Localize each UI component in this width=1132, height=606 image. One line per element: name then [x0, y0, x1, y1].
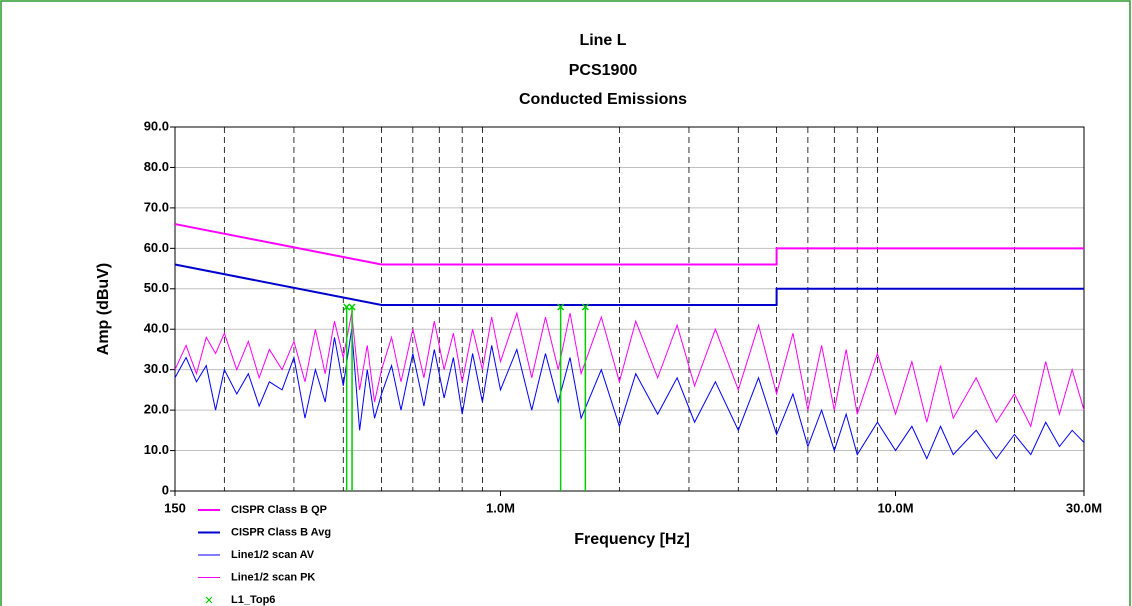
y-tick-label: 90.0	[144, 118, 169, 133]
x-axis-label: Frequency [Hz]	[574, 531, 690, 548]
x-tick-label: 10.0M	[877, 500, 913, 515]
x-tick-label: 150	[164, 500, 186, 515]
marker	[343, 303, 351, 311]
series-line	[174, 223, 1084, 266]
y-tick-label: 80.0	[144, 159, 169, 174]
series-line	[174, 311, 1085, 428]
legend-label: Line1/2 scan AV	[231, 549, 315, 561]
chart-subtitle: PCS1900	[569, 62, 638, 79]
y-tick-label: 40.0	[144, 321, 169, 336]
x-tick-label: 30.0M	[1066, 500, 1102, 515]
y-axis-label: Amp (dBuV)	[95, 263, 112, 355]
legend-label: L1_Top6	[231, 594, 275, 606]
legend-label: Line1/2 scan PK	[231, 571, 315, 583]
y-tick-label: 10.0	[144, 442, 169, 457]
chart-subtitle: Conducted Emissions	[519, 91, 687, 108]
y-tick-label: 30.0	[144, 361, 169, 376]
chart-title: Line L	[579, 32, 626, 49]
y-tick-label: 70.0	[144, 199, 169, 214]
marker	[557, 303, 565, 311]
y-tick-label: 50.0	[144, 280, 169, 295]
plot-frame	[174, 126, 1085, 492]
legend-marker	[205, 596, 213, 604]
marker	[581, 303, 589, 311]
y-tick-label: 0	[162, 482, 169, 497]
series-line	[174, 329, 1085, 460]
marker	[348, 303, 356, 311]
x-tick-label: 1.0M	[486, 500, 515, 515]
legend-label: CISPR Class B Avg	[231, 526, 331, 538]
series-line	[174, 263, 1084, 306]
y-tick-label: 60.0	[144, 240, 169, 255]
y-tick-label: 20.0	[144, 402, 169, 417]
legend-label: CISPR Class B QP	[231, 504, 327, 516]
